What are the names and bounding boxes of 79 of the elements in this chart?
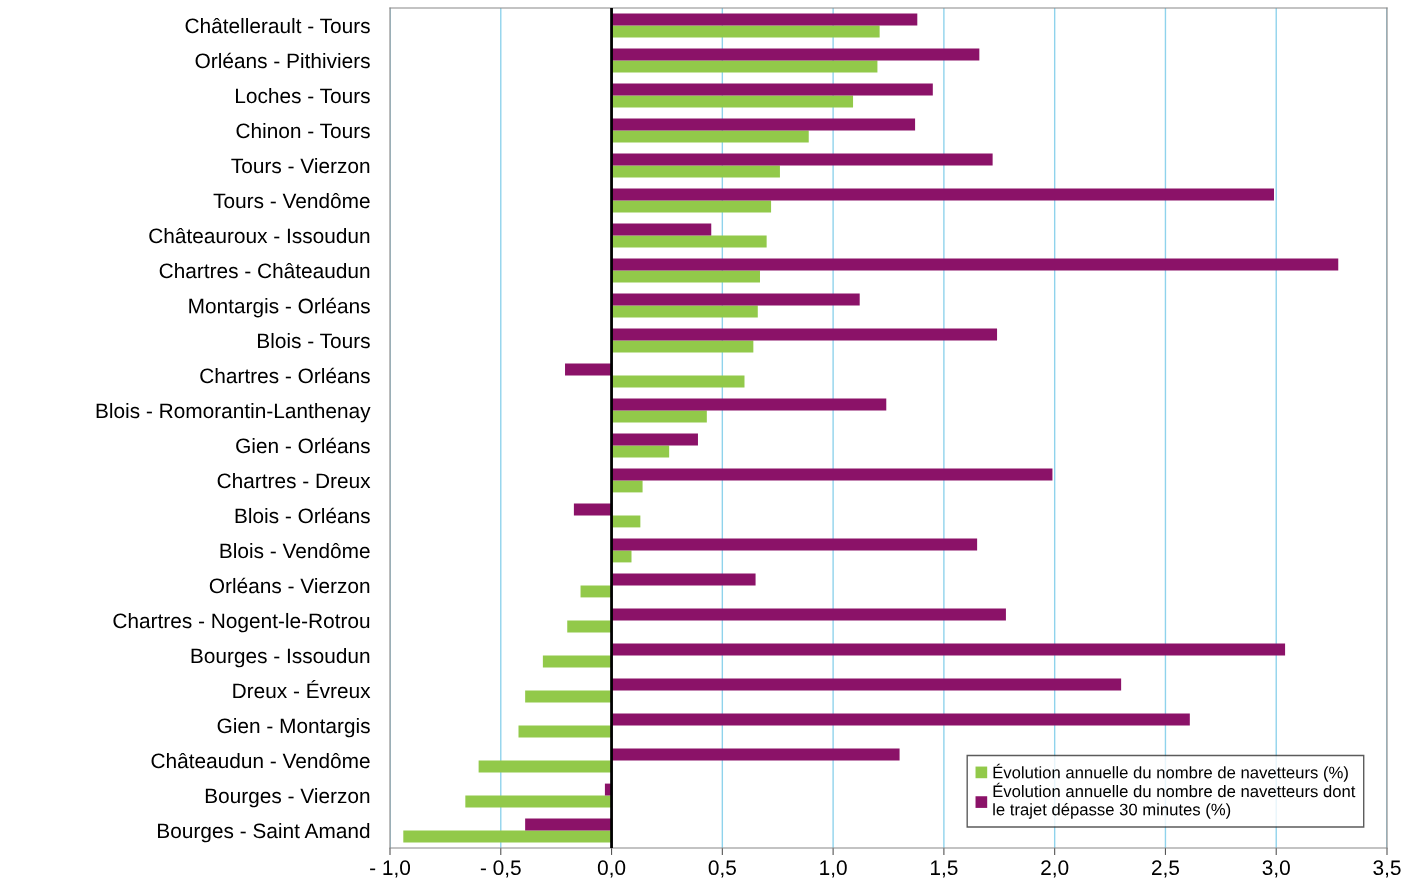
bar <box>611 83 933 96</box>
bar <box>611 153 993 166</box>
bar <box>611 25 880 38</box>
bar <box>611 118 916 131</box>
y-tick-label: Orléans - Pithiviers <box>195 52 370 69</box>
bar <box>611 573 756 586</box>
y-tick-label: Chinon - Tours <box>236 122 370 139</box>
bar <box>611 678 1122 691</box>
x-tick-label: 0,0 <box>597 860 626 878</box>
y-tick-label: Châteaudun - Vendôme <box>151 752 370 769</box>
bar <box>611 445 670 458</box>
y-tick-label: Gien - Orléans <box>236 437 370 454</box>
bar <box>567 620 612 633</box>
bar <box>518 725 612 738</box>
y-tick-label: Châtellerault - Tours <box>185 17 370 34</box>
bar <box>565 363 612 376</box>
y-tick-label: Bourges - Issoudun <box>191 647 370 668</box>
y-tick-label: Orléans - Vierzon <box>209 577 370 594</box>
legend-label: Évolution annuelle du nombre de navetteurs dont le trajet dépasse 30 minutes (%) <box>993 782 1356 819</box>
bar <box>611 188 1275 201</box>
legend-label: Évolution annuelle du nombre de navetteurs (%) <box>993 763 1348 782</box>
bar <box>611 433 698 446</box>
x-tick-label: 1,0 <box>820 860 847 878</box>
y-tick-label: Blois - Orléans <box>235 507 370 524</box>
y-tick-label: Chartres - Orléans <box>200 367 370 384</box>
y-tick-label: Blois - Tours <box>258 332 370 349</box>
bar <box>611 643 1286 656</box>
x-tick-label: 3,5 <box>1373 860 1401 878</box>
bar <box>611 398 887 411</box>
x-tick-label: 2,0 <box>1041 860 1069 878</box>
x-tick-label: 2,5 <box>1152 860 1180 878</box>
y-tick-label: Tours - Vendôme <box>213 192 370 209</box>
bar <box>542 655 612 668</box>
bar <box>611 258 1339 271</box>
bar <box>611 748 900 761</box>
bar <box>611 13 918 26</box>
y-tick-label: Châteauroux - Issoudun <box>149 227 370 244</box>
x-tick-label: - 0,5 <box>480 860 521 878</box>
y-tick-label: Blois - Romorantin-Lanthenay <box>96 402 371 423</box>
bar <box>611 60 878 73</box>
bar <box>611 538 978 551</box>
y-tick-label: Gien - Montargis <box>217 717 370 738</box>
x-tick-label: 0,5 <box>708 860 736 878</box>
bar <box>611 48 980 61</box>
bar <box>611 375 745 388</box>
bar <box>465 795 612 808</box>
x-tick-label: 1,5 <box>931 860 958 878</box>
bar <box>478 760 612 773</box>
y-tick-label: Chartres - Dreux <box>217 472 371 489</box>
bar <box>611 468 1053 481</box>
bar <box>611 305 758 318</box>
y-tick-label: Montargis - Orléans <box>189 297 370 318</box>
bar <box>525 818 612 831</box>
bar <box>573 503 612 516</box>
bar <box>611 223 712 236</box>
bar <box>611 165 780 178</box>
y-tick-label: Bourges - Saint Amand <box>158 822 370 843</box>
y-tick-label: Tours - Vierzon <box>231 157 370 174</box>
x-tick-label: - 1,0 <box>370 860 411 878</box>
y-tick-label: Loches - Tours <box>236 87 370 104</box>
bar <box>525 690 612 703</box>
bar <box>611 270 760 283</box>
bar <box>403 830 612 843</box>
bar <box>611 293 860 306</box>
y-tick-label: Bourges - Vierzon <box>205 787 370 808</box>
y-tick-label: Chartres - Nogent-le-Rotrou <box>113 612 370 633</box>
bar <box>611 340 754 353</box>
bar <box>611 95 854 108</box>
bar <box>611 713 1190 726</box>
bar <box>611 200 772 213</box>
y-tick-label: Blois - Vendôme <box>220 542 370 559</box>
bar <box>611 608 1006 621</box>
bar <box>611 235 767 248</box>
y-tick-label: Dreux - Évreux <box>233 679 371 699</box>
y-tick-label: Chartres - Châteaudun <box>159 262 370 279</box>
bar <box>611 328 998 341</box>
x-tick-label: 3,0 <box>1262 860 1290 878</box>
bar <box>611 130 809 143</box>
bar <box>611 410 707 423</box>
